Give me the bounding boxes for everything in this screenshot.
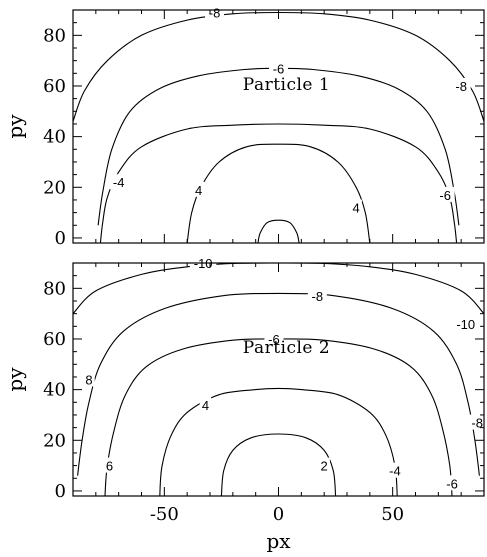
panel-2-contour-label-bg (318, 457, 330, 473)
panel-2-contour-label-bg (385, 462, 405, 478)
panel-2-contour-label-bg (307, 287, 327, 303)
panel-2-contour-line (73, 263, 484, 315)
panel-2-contour-label: -4 (389, 464, 401, 479)
panel-1-contour-label: 4 (195, 183, 202, 198)
panel-2-contour-label: -6 (268, 332, 280, 347)
panel-1-contour-label-bg (205, 4, 225, 20)
panel-2-x-tick-label: 0 (273, 504, 284, 525)
panel-1-y-tick-label: 80 (43, 25, 66, 46)
panel-2-contour-label-bg (103, 457, 116, 473)
panel-2-contour-label: 4 (202, 398, 209, 413)
panel-2-contour-label-bg (442, 475, 462, 491)
panel-1-contour-label: -8 (209, 6, 221, 21)
panel-1-contour-label: -8 (455, 79, 467, 94)
panel-2-contour-label: 6 (106, 459, 113, 474)
panel-2-x-tick-label: 50 (381, 504, 404, 525)
panel-1-contour-line (99, 123, 458, 243)
panel-2-y-tick-label: 40 (43, 380, 66, 401)
panel-2-contour-label-bg (83, 371, 95, 387)
panel-2-x-axis-title: px (266, 529, 291, 553)
panel-2-contour-label: -8 (471, 416, 483, 431)
panel-2-y-axis-title: py (3, 367, 27, 392)
panel-2-contour-line (159, 387, 398, 496)
panel-2-contour-line (220, 433, 337, 496)
panel-1-y-tick-label: 40 (43, 127, 66, 148)
panel-1-contour-line (257, 219, 300, 243)
panel-1-contour-label: 4 (353, 201, 360, 216)
panel-1-contour-label-bg (350, 199, 362, 215)
panel-2-x-tick-label: -50 (150, 504, 179, 525)
panel-2-y-tick-label: 60 (43, 329, 66, 350)
panel-1-contour-label-bg (192, 181, 205, 197)
panel-1-y-tick-label: 0 (55, 228, 66, 249)
panel-2-title: Particle 2 (243, 338, 330, 358)
panel-2-contour-label: -8 (312, 289, 324, 304)
panel-1-y-tick-label: 60 (43, 76, 66, 97)
panel-1-contour-label: -6 (439, 188, 451, 203)
panel-1-frame (72, 9, 485, 244)
panel-2-contour-label-bg (467, 414, 487, 430)
panel-2-contour-label-bg (264, 330, 284, 346)
panel-1-contour-label: -4 (113, 175, 125, 190)
panel-1-contour-label-bg (109, 174, 129, 190)
panel-2-y-tick-label: 20 (43, 430, 66, 451)
panel-1-contour-label: -6 (273, 61, 285, 76)
panel-1-contour-label-bg (269, 60, 288, 76)
panel-1-y-tick-label: 20 (43, 177, 66, 198)
panel-2-contour-label: -6 (446, 476, 458, 491)
panel-1-y-axis-title: py (3, 114, 27, 139)
panel-2-contour-label: -10 (456, 317, 475, 332)
panel-2-y-tick-label: 80 (43, 278, 66, 299)
panel-1-contour-label-bg (451, 77, 471, 93)
panel-2-contour-line (77, 292, 480, 476)
panel-2-y-tick-label: 0 (55, 481, 66, 502)
panel-2-contour-label-bg (199, 396, 212, 412)
panel-1-contour-label-bg (435, 186, 455, 202)
panel-2-contour-label: 8 (85, 373, 92, 388)
panel-1-contour-line (186, 143, 371, 243)
panel-2-contour-label-bg (452, 315, 479, 331)
panel-1-title: Particle 1 (243, 75, 330, 95)
panel-2-contour-label: 2 (321, 459, 328, 474)
